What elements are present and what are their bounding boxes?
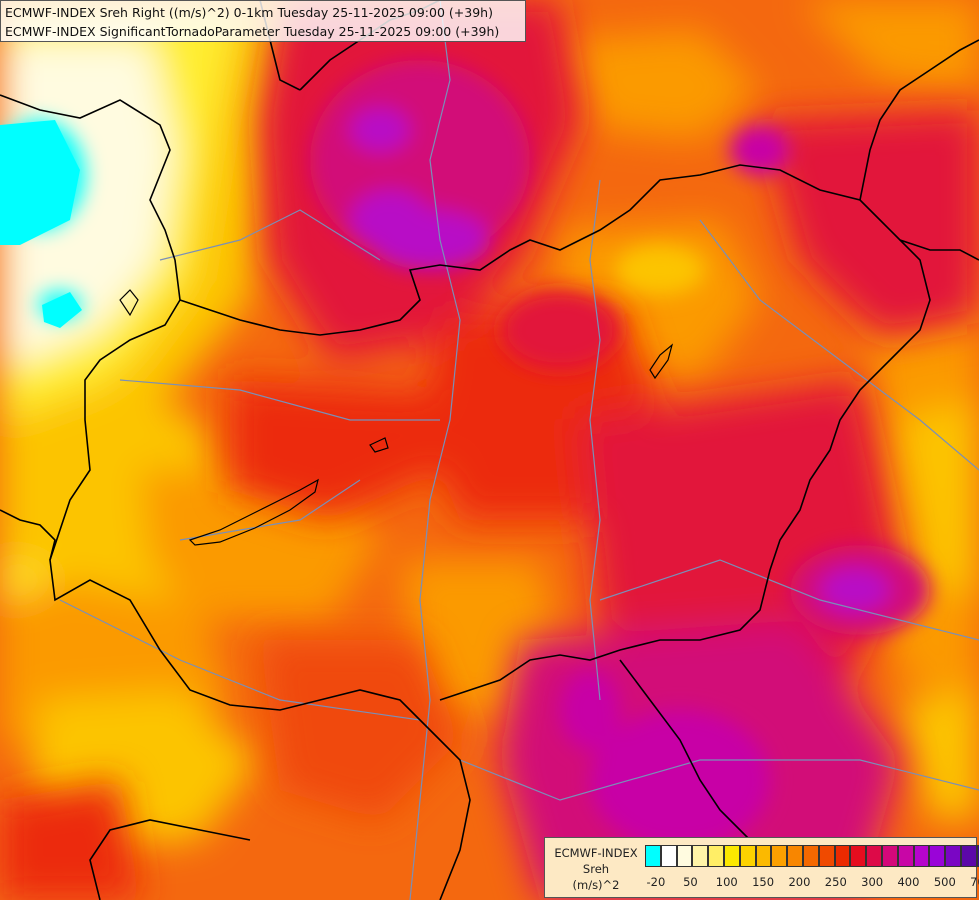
cyan-core-west (0, 120, 80, 245)
legend-swatch (866, 845, 882, 867)
legend-swatch (802, 845, 819, 867)
legend-swatch (755, 845, 772, 867)
legend-swatch (960, 845, 977, 867)
legend-swatch (645, 845, 661, 867)
legend-swatch (945, 845, 961, 867)
legend-tick-label: 250 (824, 875, 847, 889)
legend-swatch (660, 845, 677, 867)
legend-tick-label: 300 (861, 875, 884, 889)
legend-title-line1: ECMWF-INDEX (554, 846, 638, 860)
river-lines (59, 0, 979, 900)
title-line-sreh: ECMWF-INDEX Sreh Right ((m/s)^2) 0-1km T… (5, 5, 493, 20)
legend-swatch (676, 845, 693, 867)
legend-tick-label: -20 (646, 875, 666, 889)
legend-title-line3: (m/s)^2 (572, 878, 620, 892)
legend-swatch (976, 845, 979, 867)
legend-swatch (850, 845, 867, 867)
legend-title-line2: Sreh (582, 862, 610, 876)
legend-title: ECMWF-INDEX Sreh (m/s)^2 (549, 845, 643, 893)
color-legend: ECMWF-INDEX Sreh (m/s)^2 -20 50 100 150 200 2… (544, 837, 979, 898)
legend-swatch (913, 845, 930, 867)
legend-swatch (771, 845, 788, 867)
legend-swatch (818, 845, 835, 867)
legend-swatch (692, 845, 709, 867)
legend-swatch (787, 845, 803, 867)
lake-outlines (119, 289, 674, 546)
legend-swatch (897, 845, 914, 867)
legend-tick-label: 200 (788, 875, 811, 889)
legend-tick-label: 50 (683, 875, 698, 889)
legend-tick-label: 700 (970, 875, 979, 889)
legend-swatch (929, 845, 946, 867)
map-title-box: ECMWF-INDEX Sreh Right ((m/s)^2) 0-1km T… (0, 0, 526, 42)
legend-swatches (645, 845, 979, 867)
cyan-core-small (42, 292, 82, 328)
legend-swatch (834, 845, 851, 867)
legend-swatch (708, 845, 724, 867)
legend-swatch (723, 845, 740, 867)
legend-tick-label: 500 (933, 875, 956, 889)
title-line-stp: ECMWF-INDEX SignificantTornadoParameter … (5, 24, 500, 39)
legend-tick-label: 150 (752, 875, 775, 889)
legend-tick-label: 400 (897, 875, 920, 889)
legend-swatch (739, 845, 756, 867)
legend-tick-label: 100 (715, 875, 738, 889)
legend-swatch (881, 845, 898, 867)
